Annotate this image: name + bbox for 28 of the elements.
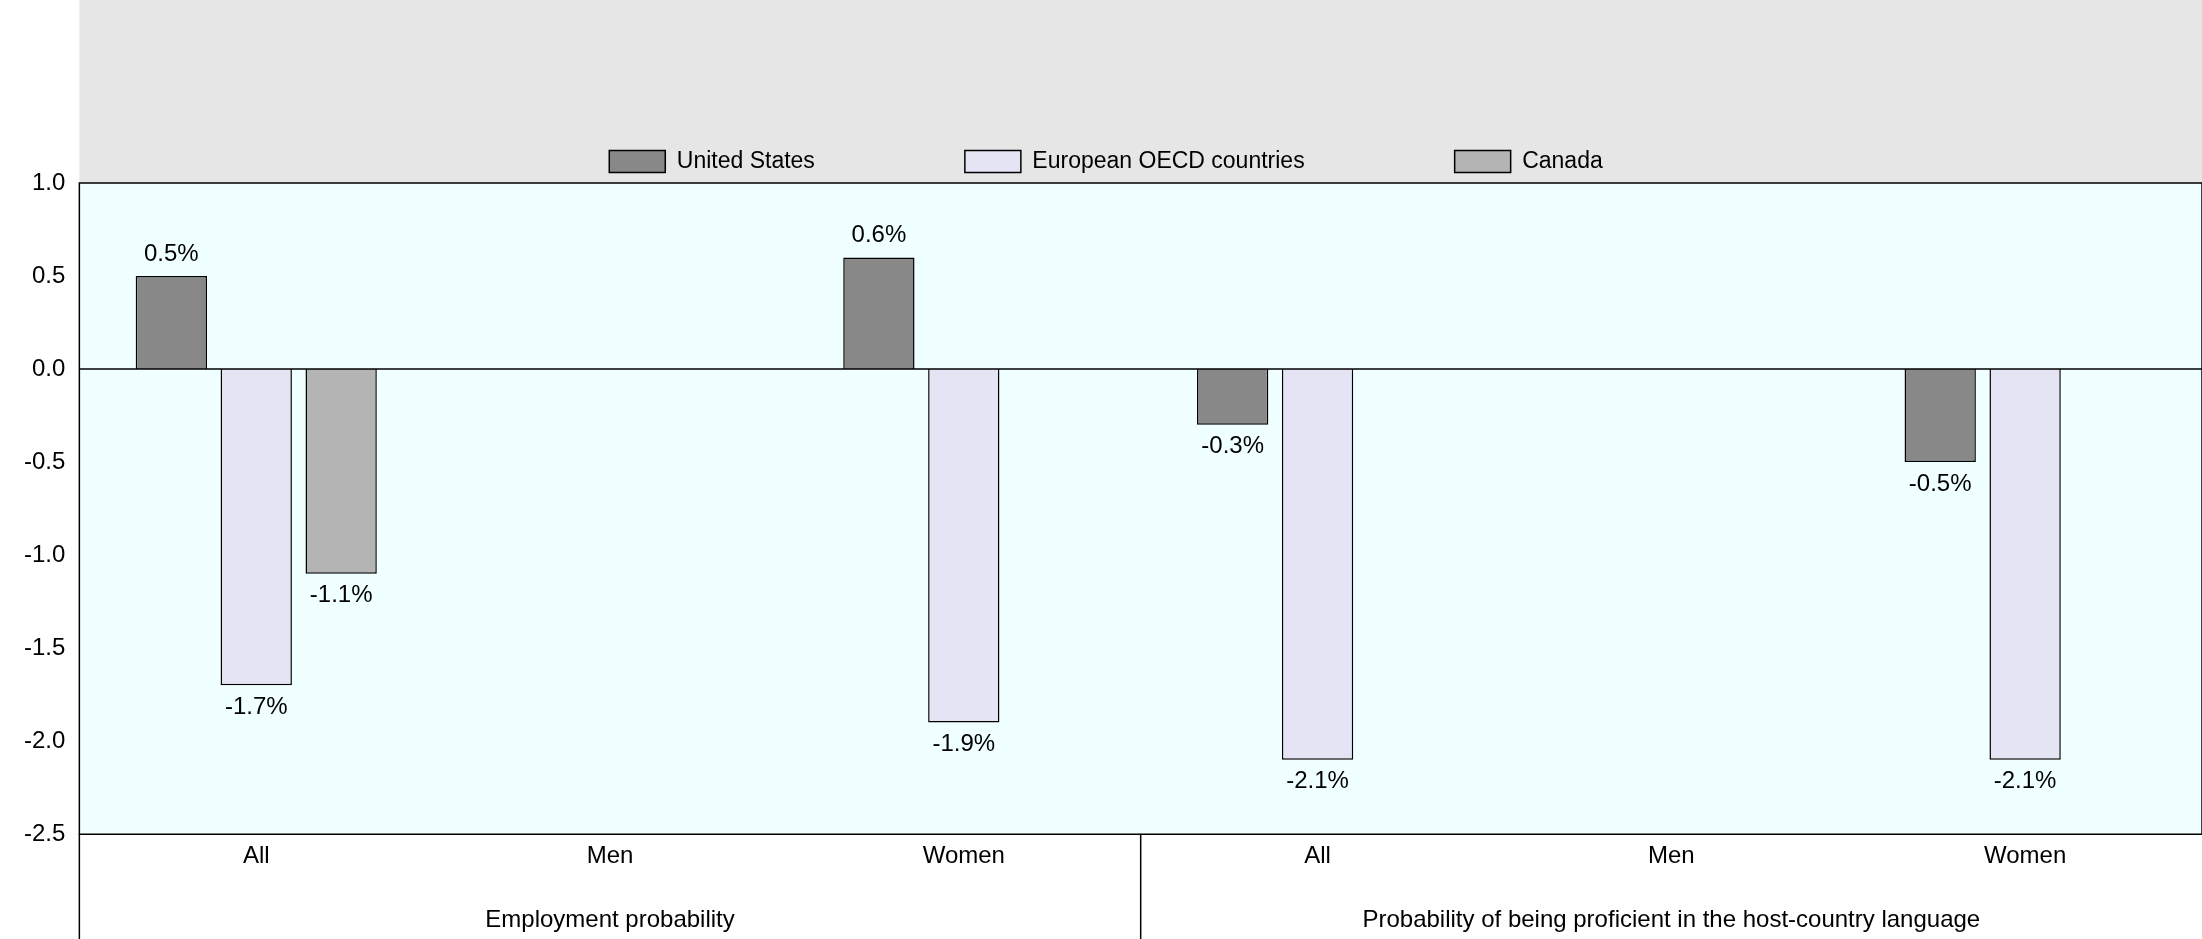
y-tick-label: -1.5 [24, 632, 66, 660]
legend-label: United States [676, 146, 815, 173]
y-tick-label: -1.0 [24, 539, 66, 567]
y-tick-label: 1.0 [31, 167, 66, 195]
x-tick-label: Women [922, 841, 1005, 869]
text: Probability of being proficient in the host-country language [1362, 904, 1981, 932]
y-tick-label: -0.5 [24, 446, 66, 474]
data-label: -2.1% [1286, 766, 1349, 794]
data-label: -1.9% [932, 729, 996, 757]
x-tick-label: All [242, 841, 270, 869]
data-label: -1.1% [309, 580, 373, 608]
x-tick-label: All [1304, 841, 1331, 869]
legend-label: European OECD countries [1032, 146, 1305, 173]
data-label: -2.1% [1993, 766, 2057, 794]
y-tick-label: -2.0 [24, 725, 66, 753]
y-tick-label: -2.5 [24, 818, 66, 846]
data-label: -0.3% [1201, 431, 1265, 459]
y-tick-label: 0.5 [31, 260, 66, 288]
legend-label: Canada [1522, 146, 1603, 173]
text: Employment probability [485, 904, 735, 932]
x-tick-label: Men [586, 841, 634, 869]
data-label: -1.7% [224, 691, 288, 719]
data-label: -0.5% [1908, 468, 1972, 496]
data-label: 0.6% [851, 220, 907, 248]
y-tick-label: 0.0 [31, 353, 66, 381]
data-label: 0.5% [143, 238, 199, 266]
x-tick-label: Women [1983, 841, 2067, 869]
x-tick-label: Men [1648, 841, 1695, 869]
